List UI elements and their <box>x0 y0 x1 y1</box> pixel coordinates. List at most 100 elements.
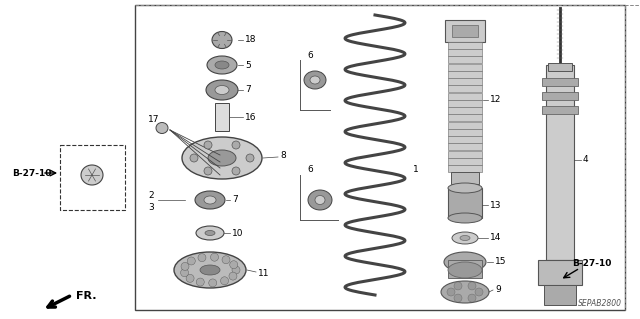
Circle shape <box>188 257 195 265</box>
Bar <box>538 260 582 285</box>
Circle shape <box>468 294 476 302</box>
Bar <box>452 25 478 37</box>
Ellipse shape <box>215 61 229 69</box>
Bar <box>448 114 482 121</box>
Text: 2: 2 <box>148 190 154 199</box>
Bar <box>548 63 572 71</box>
Bar <box>215 103 229 131</box>
Bar <box>448 165 482 172</box>
Text: 6: 6 <box>307 50 313 60</box>
Bar <box>546 65 574 260</box>
Ellipse shape <box>448 213 482 223</box>
Circle shape <box>190 154 198 162</box>
Bar <box>448 143 482 150</box>
Text: 4: 4 <box>583 155 589 165</box>
Text: 16: 16 <box>245 113 257 122</box>
Text: 14: 14 <box>490 234 501 242</box>
Bar <box>60 145 125 210</box>
Ellipse shape <box>448 183 482 193</box>
Circle shape <box>204 141 212 149</box>
Ellipse shape <box>444 252 486 272</box>
Circle shape <box>230 261 237 269</box>
Ellipse shape <box>460 235 470 241</box>
Ellipse shape <box>310 76 320 84</box>
Bar <box>448 107 482 114</box>
Circle shape <box>454 282 462 290</box>
Bar <box>448 151 482 158</box>
Text: 5: 5 <box>245 61 251 70</box>
Bar <box>448 78 482 85</box>
Ellipse shape <box>206 80 238 100</box>
Circle shape <box>198 254 206 262</box>
Bar <box>448 64 482 71</box>
Bar <box>448 188 482 218</box>
Bar <box>448 42 482 49</box>
Bar <box>448 158 482 165</box>
Ellipse shape <box>196 226 224 240</box>
Ellipse shape <box>215 85 229 94</box>
Ellipse shape <box>182 137 262 179</box>
Circle shape <box>468 282 476 290</box>
Text: 18: 18 <box>245 35 257 44</box>
Bar <box>448 71 482 78</box>
Circle shape <box>180 269 189 277</box>
Bar <box>451 172 479 184</box>
Text: 3: 3 <box>148 204 154 212</box>
Ellipse shape <box>200 265 220 275</box>
Bar <box>448 122 482 129</box>
Bar <box>542 92 578 100</box>
Circle shape <box>232 266 240 274</box>
Text: 1: 1 <box>413 166 419 174</box>
Ellipse shape <box>174 252 246 288</box>
Bar <box>448 49 482 56</box>
Ellipse shape <box>315 196 325 204</box>
Circle shape <box>454 294 462 302</box>
Text: 8: 8 <box>280 151 285 160</box>
Bar <box>448 93 482 100</box>
Bar <box>448 56 482 63</box>
Ellipse shape <box>448 262 482 278</box>
Bar <box>542 106 578 114</box>
Ellipse shape <box>81 165 103 185</box>
Text: 11: 11 <box>258 269 269 278</box>
Bar <box>448 85 482 93</box>
Circle shape <box>204 167 212 175</box>
Ellipse shape <box>304 71 326 89</box>
Ellipse shape <box>212 32 232 48</box>
Text: B-27-10: B-27-10 <box>12 168 51 177</box>
Text: 17: 17 <box>148 115 159 124</box>
Text: 15: 15 <box>495 257 506 266</box>
Bar <box>445 20 485 42</box>
Text: 7: 7 <box>245 85 251 94</box>
Bar <box>448 129 482 136</box>
Text: 10: 10 <box>232 228 243 238</box>
Text: FR.: FR. <box>76 291 97 301</box>
Text: 13: 13 <box>490 201 502 210</box>
Ellipse shape <box>156 122 168 133</box>
Circle shape <box>186 274 194 282</box>
Bar <box>135 5 625 310</box>
Circle shape <box>246 154 254 162</box>
Ellipse shape <box>208 150 236 166</box>
Circle shape <box>475 288 483 296</box>
Text: B-27-10: B-27-10 <box>572 258 611 268</box>
Text: 9: 9 <box>495 286 500 294</box>
Text: 7: 7 <box>232 196 237 204</box>
Circle shape <box>232 167 240 175</box>
Circle shape <box>232 141 240 149</box>
Text: 12: 12 <box>490 95 501 105</box>
Bar <box>448 136 482 143</box>
Circle shape <box>196 278 204 286</box>
Circle shape <box>222 256 230 264</box>
Bar <box>542 78 578 86</box>
Circle shape <box>221 277 228 285</box>
Ellipse shape <box>308 190 332 210</box>
Ellipse shape <box>207 56 237 74</box>
Ellipse shape <box>441 281 489 303</box>
Circle shape <box>209 279 217 287</box>
Text: SEPAB2800: SEPAB2800 <box>578 299 622 308</box>
Bar <box>448 260 482 278</box>
Circle shape <box>211 253 218 261</box>
Bar <box>544 285 576 305</box>
Ellipse shape <box>205 231 215 235</box>
